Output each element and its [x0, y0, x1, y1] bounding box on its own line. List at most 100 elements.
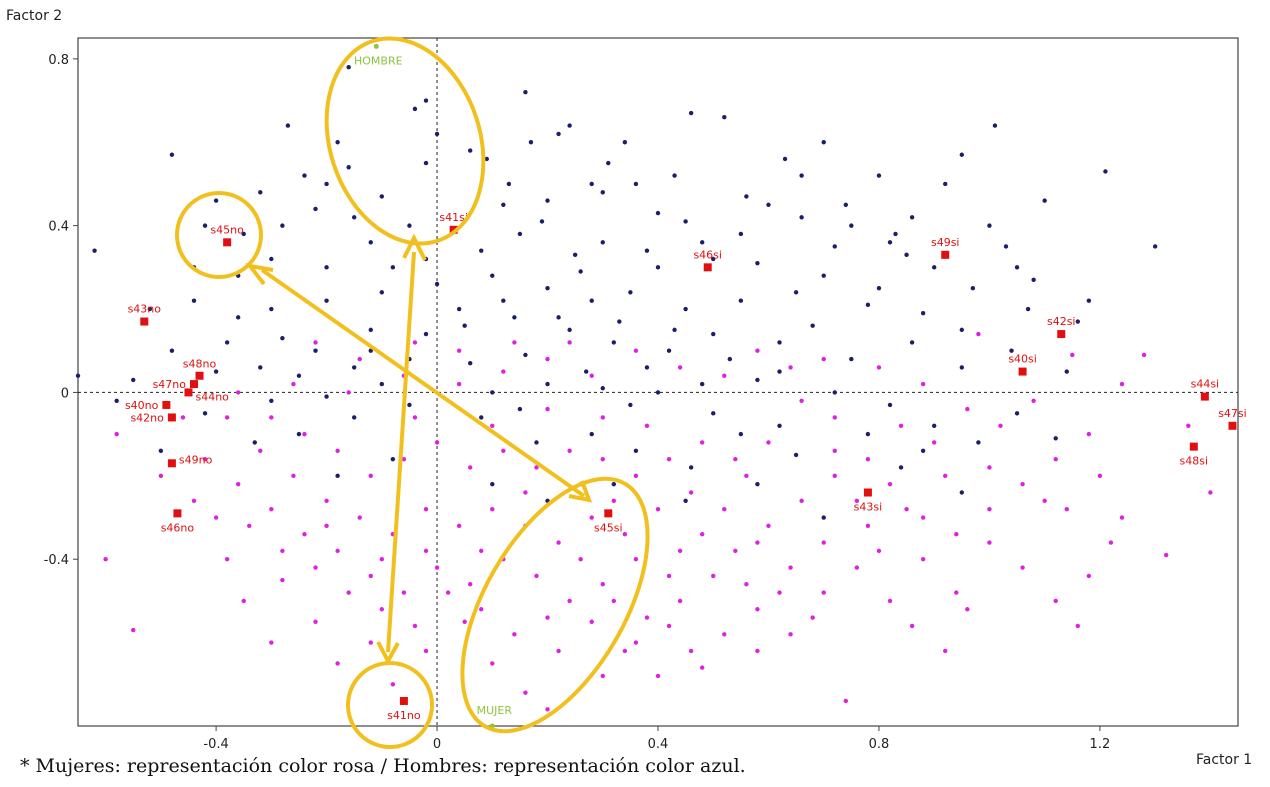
- point-man: [738, 231, 744, 237]
- point-man: [269, 256, 274, 262]
- point-woman: [600, 456, 605, 462]
- point-woman: [622, 648, 628, 654]
- point-man: [589, 431, 594, 437]
- point-man: [92, 248, 97, 253]
- point-woman: [1064, 506, 1069, 512]
- circle-s45no: [175, 191, 263, 279]
- ellipse-mujer: [460, 476, 650, 734]
- point-woman: [622, 531, 628, 537]
- modality-label: s45si: [594, 521, 623, 534]
- point-man: [479, 248, 484, 253]
- point-woman: [224, 415, 230, 420]
- modality-label: s47no: [153, 378, 187, 391]
- point-man: [280, 223, 285, 228]
- point-woman: [1097, 473, 1103, 479]
- point-woman: [456, 348, 462, 353]
- point-woman: [501, 369, 506, 374]
- point-man: [931, 265, 937, 270]
- point-woman: [501, 448, 506, 453]
- point-man: [959, 490, 965, 495]
- modality-marker: [162, 400, 171, 409]
- point-man: [777, 369, 782, 374]
- point-woman: [490, 423, 495, 428]
- point-woman: [291, 381, 296, 387]
- point-woman: [931, 440, 937, 445]
- point-woman: [688, 490, 694, 495]
- point-man: [224, 340, 230, 345]
- point-man: [269, 306, 274, 312]
- point-man: [920, 311, 926, 316]
- point-woman: [368, 573, 373, 579]
- point-woman: [103, 557, 108, 562]
- point-man: [589, 298, 594, 303]
- point-man: [1152, 244, 1158, 249]
- point-man: [434, 131, 440, 137]
- modality-marker: [449, 225, 458, 234]
- point-man: [766, 202, 771, 207]
- point-man: [722, 115, 727, 120]
- point-man: [269, 398, 274, 403]
- point-man: [628, 290, 633, 295]
- modality-label: s48si: [1180, 455, 1209, 468]
- point-man: [567, 327, 572, 333]
- arrow-s41si-s41no: [386, 251, 416, 653]
- point-woman: [943, 648, 948, 654]
- point-man: [683, 306, 688, 312]
- modality-marker: [1057, 330, 1066, 339]
- point-man: [655, 265, 661, 270]
- point-man: [285, 123, 291, 128]
- point-woman: [467, 582, 473, 587]
- point-man: [666, 348, 672, 353]
- point-man: [821, 515, 826, 520]
- point-man: [755, 377, 760, 383]
- point-woman: [777, 590, 782, 595]
- point-woman: [412, 415, 418, 420]
- point-woman: [987, 540, 992, 545]
- point-man: [992, 123, 998, 128]
- point-man: [335, 140, 340, 145]
- point-man: [959, 327, 965, 333]
- point-man: [191, 298, 197, 303]
- point-woman: [567, 598, 572, 604]
- point-woman: [302, 531, 307, 537]
- point-woman: [920, 515, 926, 520]
- point-woman: [235, 481, 241, 487]
- point-woman: [1053, 456, 1058, 462]
- modality-label: s40si: [1008, 353, 1037, 366]
- point-woman: [191, 498, 197, 504]
- point-man: [617, 319, 622, 324]
- point-woman: [490, 661, 495, 666]
- point-woman: [589, 619, 594, 624]
- point-man: [1014, 265, 1020, 270]
- point-woman: [423, 548, 429, 554]
- point-woman: [1119, 381, 1125, 387]
- modality-label: s45no: [210, 223, 244, 236]
- point-woman: [733, 548, 738, 554]
- point-woman: [202, 456, 208, 462]
- point-man: [622, 140, 628, 145]
- point-man: [959, 365, 965, 370]
- point-man: [832, 390, 837, 395]
- point-woman: [677, 365, 683, 370]
- modality-label: s46si: [693, 248, 722, 261]
- point-man: [390, 456, 396, 462]
- point-man: [75, 373, 81, 378]
- point-man: [296, 373, 302, 378]
- modality-label: s43si: [854, 500, 883, 513]
- point-man: [711, 411, 716, 416]
- point-man: [512, 315, 517, 320]
- point-man: [943, 181, 948, 187]
- point-woman: [313, 340, 318, 345]
- modality-marker: [1189, 442, 1198, 451]
- point-man: [379, 194, 385, 199]
- point-man: [849, 356, 854, 362]
- point-man: [600, 190, 605, 195]
- point-man: [887, 240, 893, 245]
- point-woman: [699, 531, 705, 537]
- point-man: [865, 431, 871, 437]
- point-woman: [467, 465, 473, 470]
- point-woman: [490, 506, 495, 512]
- point-woman: [1020, 481, 1025, 487]
- point-man: [909, 215, 915, 220]
